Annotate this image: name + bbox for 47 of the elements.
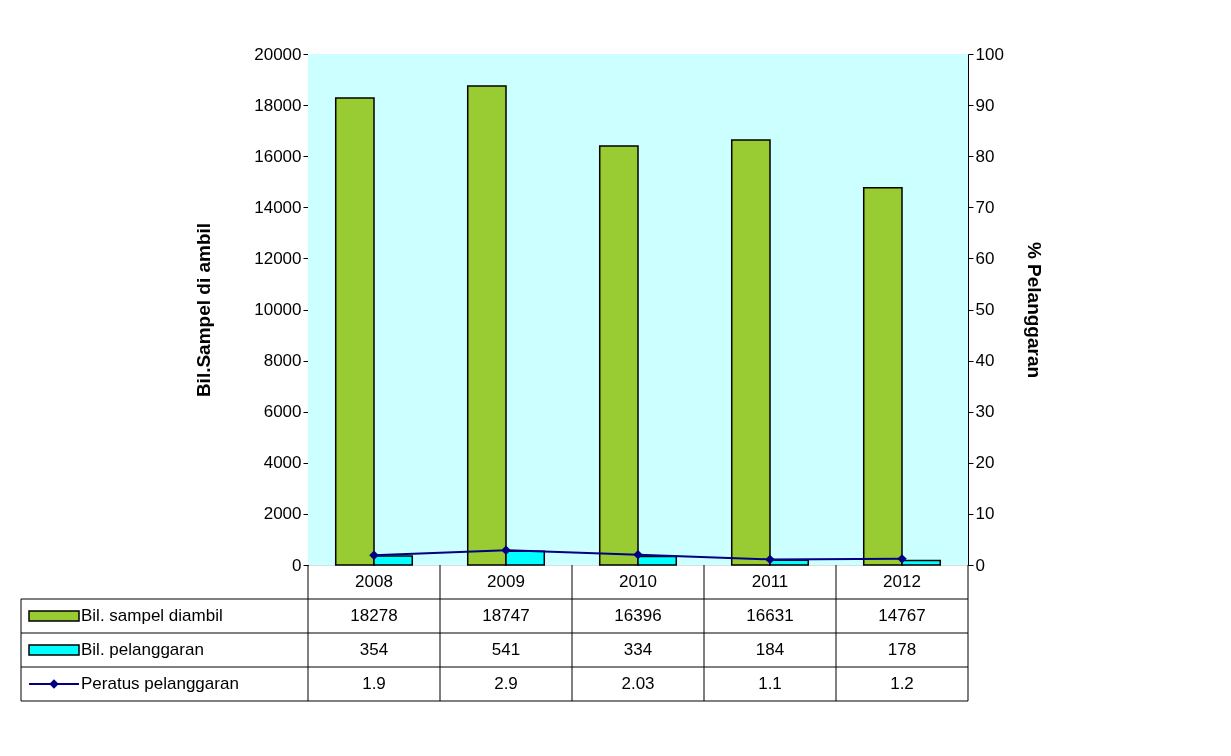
data-label: 354 (359, 640, 389, 659)
y-tick-label: 16000 (254, 146, 302, 166)
data-label: 16396 (614, 606, 662, 625)
y-tick-label: 6000 (263, 402, 302, 422)
y-tick-label: 20000 (254, 44, 302, 64)
data-label: 178 (887, 640, 917, 659)
y2-axis-title: % Pelanggaran (1023, 241, 1045, 379)
data-label: 18747 (482, 606, 530, 625)
y2-tick-label: 30 (975, 402, 995, 422)
y-tick-label: 14000 (254, 197, 302, 217)
y2-tick-label: 100 (975, 44, 1004, 64)
y-tick-label: 12000 (254, 248, 302, 268)
y-tick-label: 2000 (263, 504, 302, 524)
x-tick-label: 2011 (751, 572, 789, 591)
y-tick-label: 8000 (263, 351, 302, 371)
data-label: 16631 (746, 606, 794, 625)
data-label: 14767 (878, 606, 926, 625)
y2-tick-label: 40 (975, 351, 995, 371)
y2-tick-label: 70 (975, 197, 995, 217)
data-label: 1.9 (362, 674, 386, 693)
legend-label: Bil. sampel diambil (81, 606, 223, 625)
data-label: 541 (491, 640, 521, 659)
y2-tick-label: 50 (975, 300, 995, 319)
data-label: 18278 (350, 606, 398, 625)
y2-tick-label: 20 (975, 453, 995, 473)
legend-label: Peratus pelanggaran (81, 674, 239, 693)
y2-tick-label: 80 (975, 146, 995, 166)
y-tick-label: 4000 (263, 453, 302, 473)
y2-tick-label: 60 (975, 248, 995, 268)
data-label: 2.9 (494, 674, 518, 693)
x-tick-label: 2009 (487, 572, 525, 591)
y2-tick-label: 90 (975, 95, 995, 115)
y-tick-label: 18000 (254, 95, 302, 115)
data-label: 184 (755, 640, 785, 659)
data-label: 2.03 (621, 674, 655, 693)
y2-tick-label: 10 (975, 504, 995, 524)
data-label: 1.1 (758, 674, 782, 693)
y-tick-label: 0 (292, 555, 302, 575)
x-tick-label: 2010 (619, 572, 657, 591)
legend-label: Bil. pelanggaran (81, 640, 204, 659)
y-axis-title: Bil.Sampel di ambil (193, 222, 215, 398)
x-tick-label: 2012 (883, 572, 921, 591)
data-label: 334 (623, 640, 653, 659)
y-tick-label: 10000 (254, 300, 302, 319)
x-tick-label: 2008 (355, 572, 393, 591)
data-label: 1.2 (890, 674, 914, 693)
y2-tick-label: 0 (975, 555, 985, 575)
